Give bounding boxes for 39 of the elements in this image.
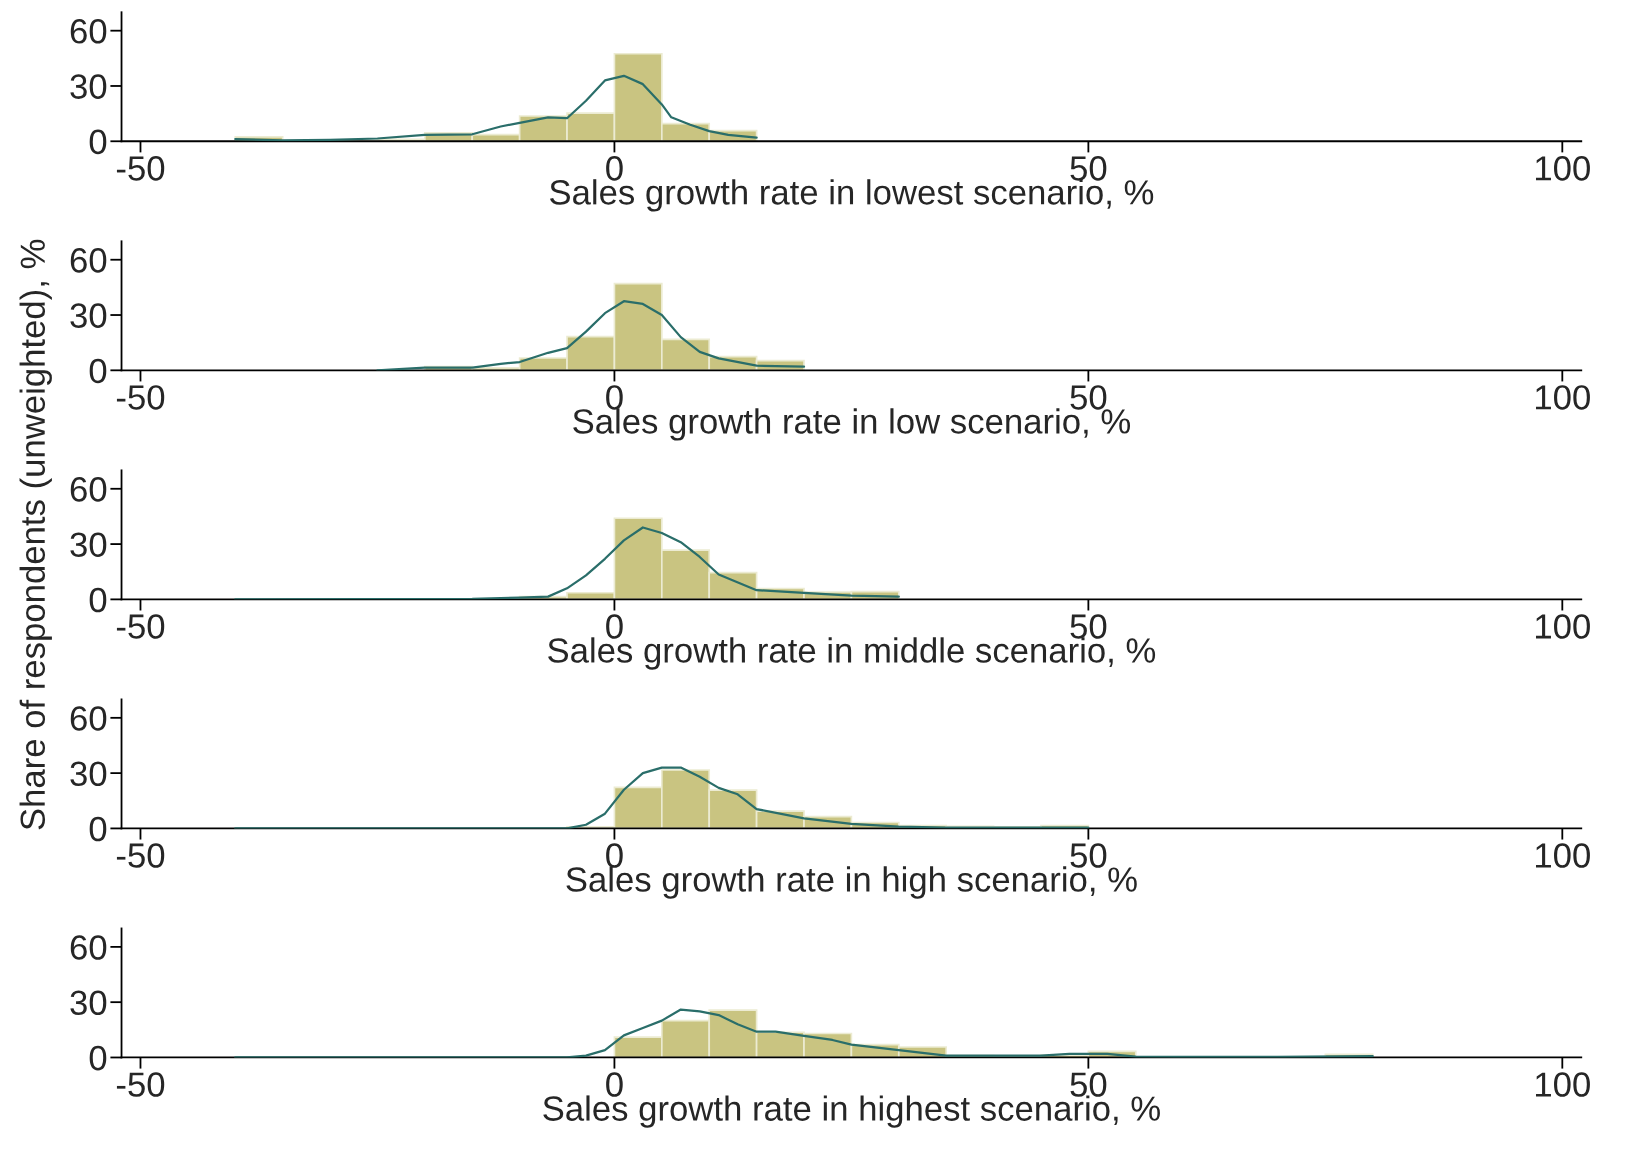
y-tick-label: 60 [70,706,107,731]
x-tick-label: 100 [1536,843,1590,868]
y-tick-label: 60 [70,19,107,44]
y-axis-title: Share of respondents (unweighted), % [19,239,52,830]
x-tick-label: 0 [606,614,623,639]
y-tick-label: 0 [89,129,107,155]
y-tick-label: 0 [89,358,107,384]
y-tick-label: 30 [70,990,107,1016]
y-tick-label: 30 [70,761,107,787]
y-tick-label: 60 [70,477,107,502]
x-tick-label: 100 [1536,385,1590,410]
x-tick-label: 50 [1070,843,1107,868]
x-tick-label: 50 [1070,385,1107,410]
x-tick-label: 100 [1536,1072,1590,1097]
x-tick-label: 100 [1536,614,1590,639]
x-tick-label: 50 [1070,1072,1107,1097]
x-tick-label: 0 [606,385,623,410]
x-tick-label: 50 [1070,614,1107,639]
x-tick-label: -50 [116,614,165,639]
x-tick-label: 100 [1536,156,1590,181]
y-tick-label: 60 [70,935,107,960]
x-axis-title: Sales growth rate in lowest scenario, % [549,179,1154,212]
x-tick-label: 0 [606,1072,623,1097]
x-tick-label: 0 [606,156,623,181]
y-tick-label: 30 [70,532,107,557]
x-tick-label: 0 [606,843,623,868]
y-tick-label: 60 [70,248,107,273]
y-tick-label: 0 [89,587,107,613]
y-tick-label: 30 [70,74,107,99]
y-tick-label: 0 [89,1045,107,1071]
x-tick-label: -50 [116,1072,165,1097]
x-tick-label: -50 [116,843,165,868]
x-axis-title: Sales growth rate in highest scenario, % [543,1095,1160,1128]
y-tick-label: 0 [89,816,107,842]
x-tick-label: -50 [116,385,165,410]
x-tick-label: -50 [116,156,165,181]
x-axis-title: Sales growth rate in middle scenario, % [548,637,1156,670]
y-tick-label: 30 [70,303,107,328]
x-tick-label: 50 [1070,156,1107,181]
